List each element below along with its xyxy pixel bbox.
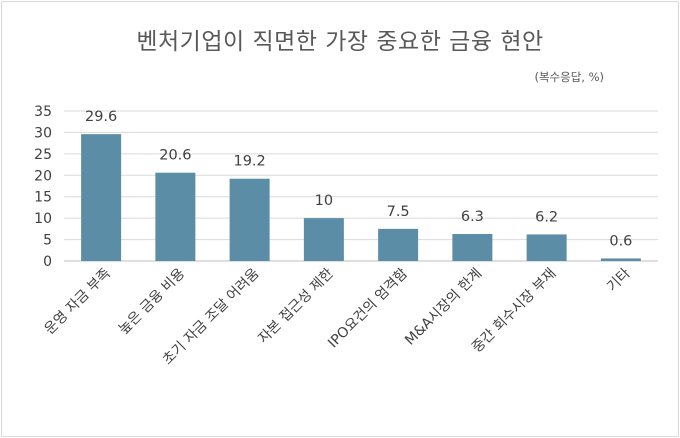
bar xyxy=(452,234,493,261)
chart-title: 벤처기업이 직면한 가장 중요한 금융 현안 xyxy=(136,29,544,55)
data-label: 29.6 xyxy=(85,109,117,125)
y-tick-label: 0 xyxy=(43,254,52,270)
category-label: 높은 금융 비용 xyxy=(116,265,188,337)
category-label: 운영 자금 부족 xyxy=(42,265,114,337)
y-tick-label: 30 xyxy=(34,125,52,141)
bar xyxy=(378,228,419,261)
data-label: 7.5 xyxy=(387,204,410,220)
data-label: 0.6 xyxy=(609,233,632,249)
y-tick-label: 20 xyxy=(34,168,52,184)
y-tick-label: 10 xyxy=(34,211,52,227)
bar xyxy=(303,218,344,261)
data-label: 19.2 xyxy=(233,154,265,170)
category-label: 기타 xyxy=(604,265,634,295)
category-label: M&A시장의 한계 xyxy=(402,266,485,349)
y-tick-label: 35 xyxy=(34,104,52,120)
data-label: 20.6 xyxy=(159,148,191,164)
chart-unit-note: (복수응답, %) xyxy=(534,70,604,84)
y-tick-label: 15 xyxy=(34,190,52,206)
data-label: 10 xyxy=(315,193,333,209)
y-tick-label: 5 xyxy=(43,233,52,249)
bar xyxy=(526,234,567,261)
data-label: 6.2 xyxy=(535,209,558,225)
bar xyxy=(81,134,122,261)
bar xyxy=(229,178,270,261)
bar xyxy=(155,172,196,261)
data-label: 6.3 xyxy=(461,209,484,225)
bar xyxy=(600,258,641,261)
category-label: 자본 접근성 제한 xyxy=(255,265,336,346)
category-label: IPO요건의 엄격함 xyxy=(325,265,411,351)
y-tick-label: 25 xyxy=(34,147,52,163)
